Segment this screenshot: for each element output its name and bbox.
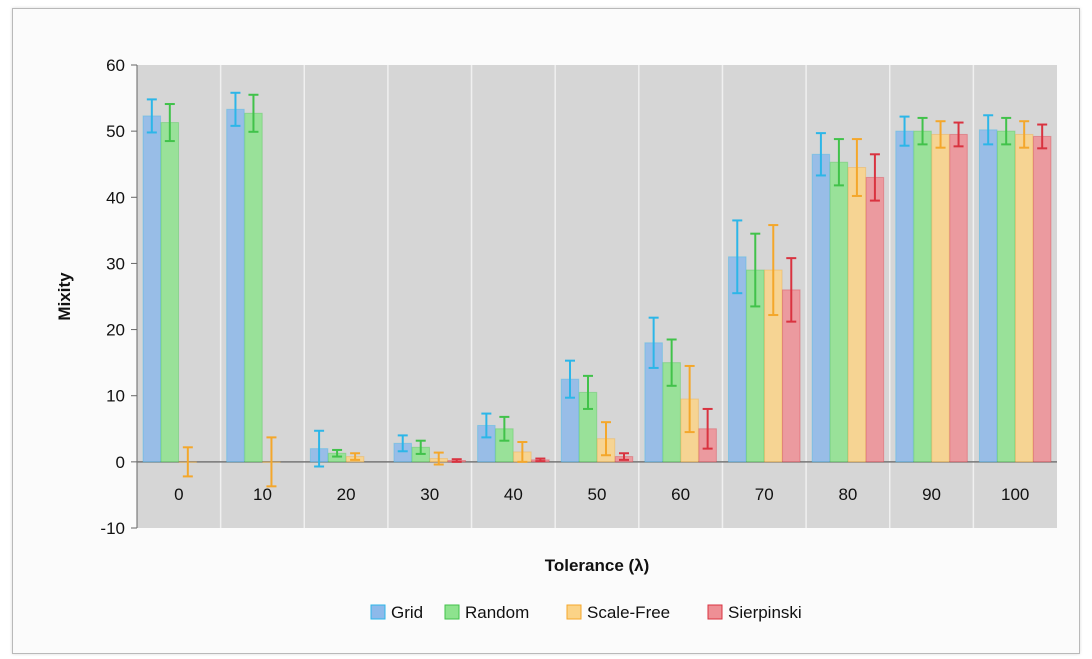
y-tick-label: 10 [106,387,125,406]
x-tick-label: 50 [588,485,607,504]
bar [895,130,914,463]
bar [142,115,162,463]
bar [811,153,831,463]
legend-label: Scale-Free [587,603,670,622]
legend-label: Sierpinski [728,603,802,622]
y-tick-label: 0 [116,453,125,472]
x-tick-label: 60 [671,485,690,504]
x-axis-title: Tolerance (λ) [545,556,650,575]
legend-label: Random [465,603,529,622]
bar [913,130,932,463]
y-tick-label: -10 [100,519,125,538]
bar [160,122,180,463]
x-tick-label: 0 [174,485,183,504]
y-tick-label: 30 [106,254,125,273]
x-tick-label: 10 [253,485,272,504]
legend-swatch [370,604,386,620]
x-tick-label: 80 [838,485,857,504]
y-tick-label: 50 [106,122,125,141]
x-tick-label: 20 [337,485,356,504]
y-axis-title: Mixity [55,272,74,321]
x-tick-label: 100 [1001,485,1029,504]
bar [978,129,998,463]
x-tick-label: 70 [755,485,774,504]
legend-swatch [707,604,723,620]
legend-swatch [444,604,460,620]
bar [1014,133,1034,463]
y-tick-label: 40 [106,188,125,207]
bar [1032,135,1052,463]
legend-label: Grid [391,603,423,622]
bar [829,161,849,463]
bar [865,176,885,463]
bar [996,130,1016,463]
bar [949,133,968,463]
bar [931,133,950,463]
bar [847,167,867,463]
y-tick-label: 60 [106,56,125,75]
legend-swatch [566,604,582,620]
x-tick-label: 40 [504,485,523,504]
bar [244,112,263,463]
x-tick-label: 30 [420,485,439,504]
x-tick-label: 90 [922,485,941,504]
bar [226,108,245,463]
y-tick-label: 20 [106,321,125,340]
